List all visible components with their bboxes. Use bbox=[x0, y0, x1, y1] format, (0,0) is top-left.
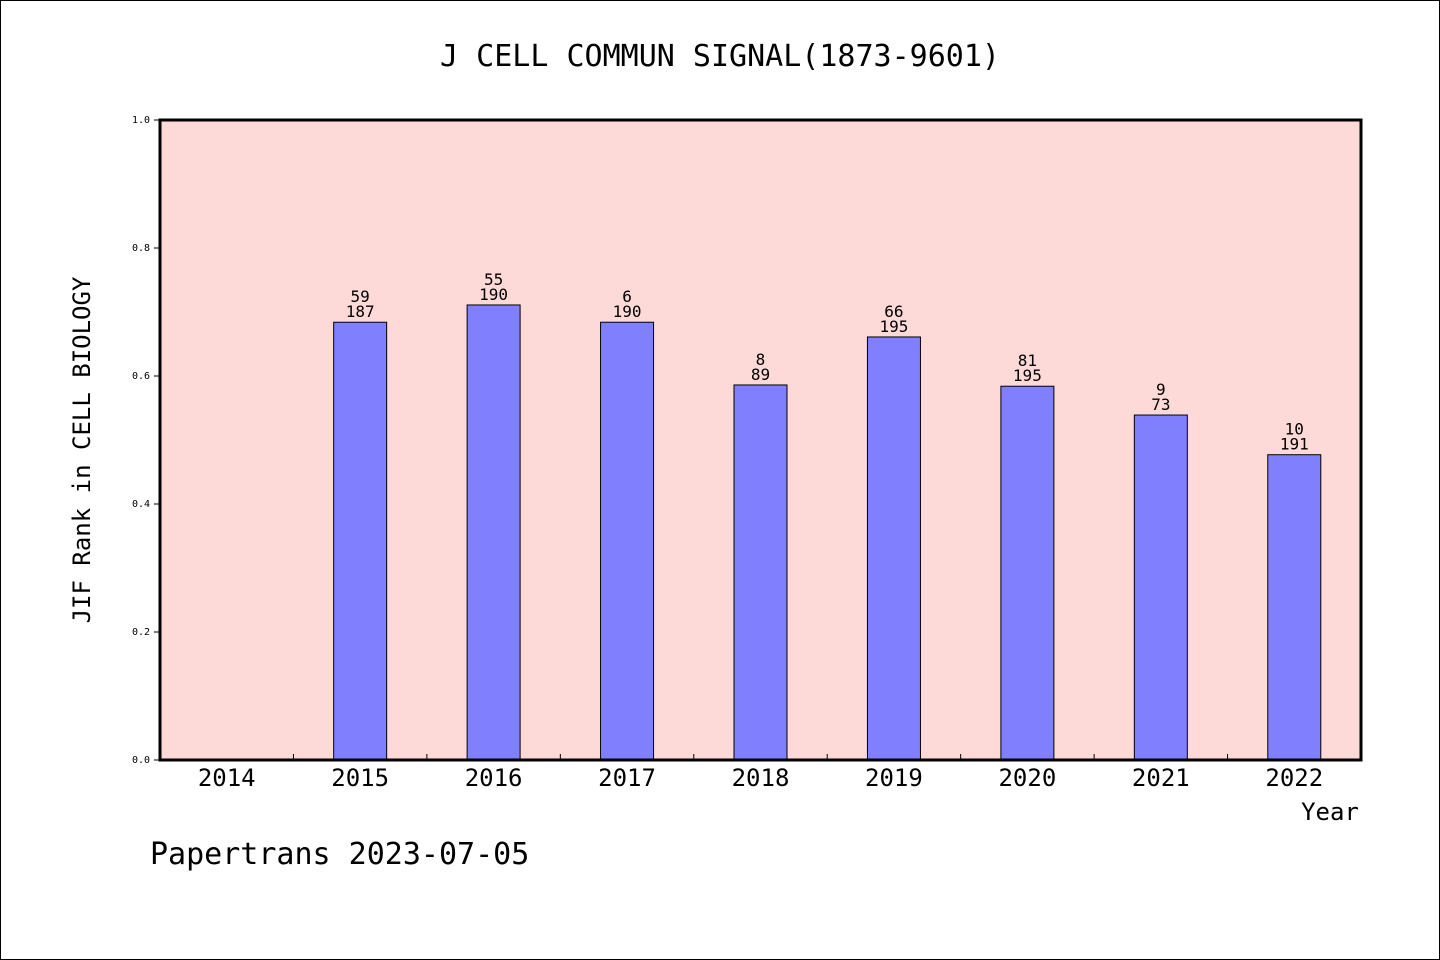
bar-label-bottom: 191 bbox=[1280, 435, 1309, 454]
bar-label-bottom: 73 bbox=[1151, 395, 1170, 414]
bar bbox=[600, 321, 655, 761]
x-axis-label: Year bbox=[1301, 798, 1359, 826]
x-tick-label: 2021 bbox=[1132, 764, 1190, 792]
y-tick-label: 0.6 bbox=[132, 371, 150, 382]
y-tick-label: 0.2 bbox=[132, 627, 150, 638]
plot-area bbox=[158, 118, 1363, 762]
bar bbox=[1267, 454, 1322, 761]
y-tick-label: 0.8 bbox=[132, 243, 150, 254]
x-tick-label: 2018 bbox=[732, 764, 790, 792]
bar-label-top: 10 bbox=[1285, 420, 1304, 439]
x-tick-label: 2019 bbox=[865, 764, 923, 792]
bar bbox=[1133, 414, 1188, 761]
bar-label-bottom: 89 bbox=[751, 365, 770, 384]
bar-label-bottom: 187 bbox=[346, 302, 375, 321]
bar-label-top: 55 bbox=[484, 270, 503, 289]
bar bbox=[333, 321, 388, 761]
bar bbox=[1000, 385, 1055, 761]
x-tick-label: 2017 bbox=[598, 764, 656, 792]
bar-label-top: 59 bbox=[351, 287, 370, 306]
bar-label-top: 81 bbox=[1018, 351, 1037, 370]
footer-text: Papertrans 2023-07-05 bbox=[150, 837, 529, 872]
x-tick-label: 2015 bbox=[331, 764, 389, 792]
y-tick-label: 0.0 bbox=[132, 755, 150, 766]
bar-label-bottom: 195 bbox=[1013, 366, 1042, 385]
bar bbox=[866, 336, 921, 761]
bar bbox=[466, 304, 521, 761]
y-axis-label: JIF Rank in CELL BIOLOGY bbox=[68, 276, 96, 623]
bar-label-top: 9 bbox=[1156, 380, 1166, 399]
x-tick-label: 2016 bbox=[465, 764, 523, 792]
y-tick-label: 0.4 bbox=[132, 499, 150, 510]
bar-label-top: 6 bbox=[622, 287, 632, 306]
bar-label-top: 66 bbox=[884, 302, 903, 321]
bar-label-bottom: 190 bbox=[479, 285, 508, 304]
bar-label-top: 8 bbox=[756, 350, 766, 369]
bar-label-bottom: 195 bbox=[879, 317, 908, 336]
chart-title: J CELL COMMUN SIGNAL(1873-9601) bbox=[440, 39, 1000, 74]
x-tick-label: 2014 bbox=[198, 764, 256, 792]
y-tick-label: 1.0 bbox=[132, 115, 150, 126]
bar-label-bottom: 190 bbox=[613, 302, 642, 321]
bar bbox=[733, 384, 788, 761]
x-tick-label: 2022 bbox=[1265, 764, 1323, 792]
x-tick-label: 2020 bbox=[998, 764, 1056, 792]
